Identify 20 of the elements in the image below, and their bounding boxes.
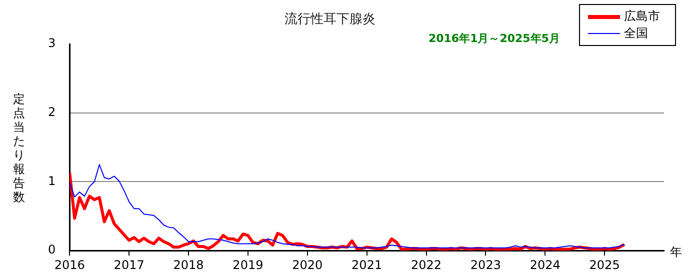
y-tick-label: 2 [48,104,56,119]
legend-label: 広島市 [624,8,660,25]
chart-title: 流行性耳下腺炎 [284,11,376,28]
x-tick-label: 2022 [410,258,442,272]
y-tick-label: 3 [48,36,56,50]
x-tick-label: 2019 [232,258,264,272]
legend-label: 全国 [624,25,648,42]
x-tick-label: 2023 [470,258,501,272]
y-tick-label: 0 [48,242,56,257]
x-axis-title: 年 [670,244,682,261]
x-tick-label: 2020 [292,258,323,272]
x-tick-label: 2025 [589,258,620,272]
x-tick-label: 2018 [173,258,204,272]
x-tick-label: 2016 [54,258,85,272]
y-tick-label: 1 [48,174,56,188]
chart-subtitle: 2016年1月～2025年5月 [427,31,560,46]
x-tick-label: 2021 [352,258,382,272]
x-tick-label: 2024 [530,258,560,272]
y-axis-title: 定点当たり報告数 [12,92,26,204]
x-tick-label: 2017 [114,258,144,272]
